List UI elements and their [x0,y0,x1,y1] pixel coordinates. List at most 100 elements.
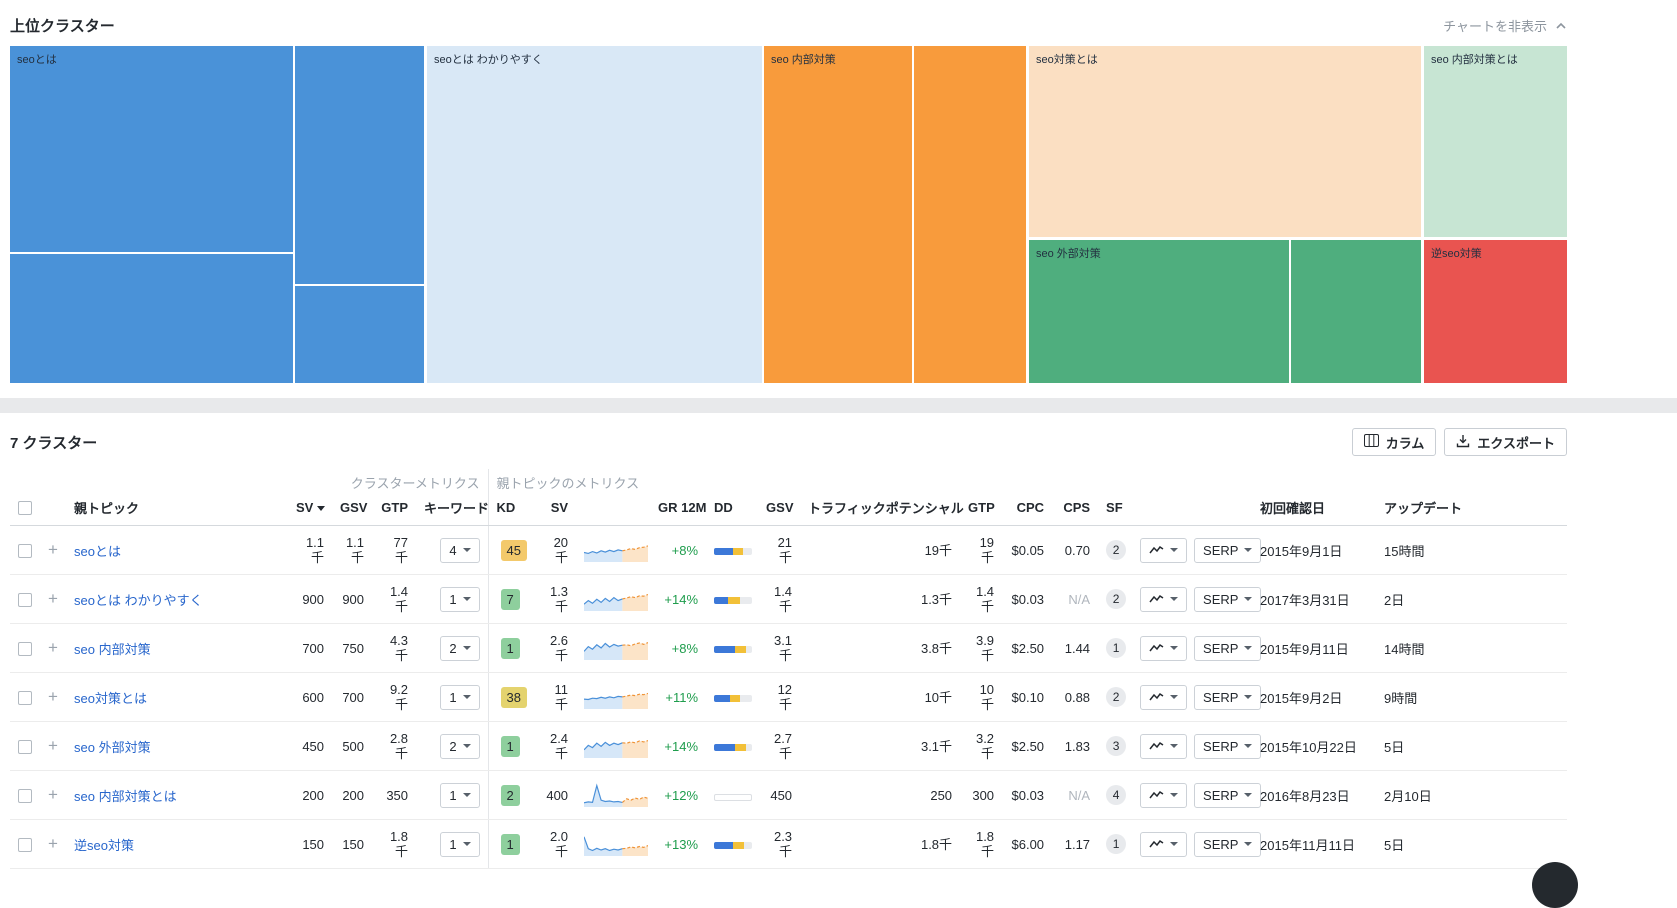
table-row: + seo 内部対策 700 750 4.3 千 2 1 2.6 千 +8% 3… [10,623,1567,673]
column-header-first-seen[interactable]: 初回確認日 [1252,494,1377,526]
columns-button[interactable]: カラム [1351,428,1437,456]
row-checkbox[interactable] [18,788,32,803]
serp-dropdown[interactable]: SERP [1194,586,1262,612]
column-header-kd[interactable]: KD [487,494,537,526]
caret-down-icon [1170,548,1179,552]
dd-bar [714,547,753,555]
treemap-block[interactable]: seo対策とは [1029,46,1421,237]
serp-dropdown[interactable]: SERP [1194,782,1262,808]
trend-chart-dropdown[interactable] [1140,537,1188,563]
column-header-keywords[interactable]: キーワード [416,494,489,526]
trend-chart-dropdown[interactable] [1140,733,1188,759]
column-header-sf[interactable]: SF [1098,494,1133,526]
dd-bar [714,645,753,653]
top-bar: 上位クラスター チャートを非表示 [10,0,1567,46]
trend-chart-dropdown[interactable] [1140,831,1188,857]
column-header-gtp[interactable]: GTP [372,494,417,526]
treemap-block[interactable]: 逆seo対策 [1424,240,1567,383]
serp-label: SERP [1203,738,1239,754]
column-header-topic[interactable]: 親トピック [66,494,289,526]
column-header-sv[interactable]: SV [288,494,333,526]
dd-bar-blue-segment [714,694,730,702]
serp-dropdown[interactable]: SERP [1194,684,1262,710]
parent-topic-link[interactable]: seo 外部対策 [74,739,151,755]
column-header-traffic-potential[interactable]: トラフィックポテンシャル [800,494,964,526]
treemap-block[interactable] [295,46,424,284]
column-header-updated[interactable]: アップデート [1376,494,1567,526]
dd-bar-yellow-segment [734,645,746,653]
serp-dropdown[interactable]: SERP [1194,635,1262,661]
column-header-gsv[interactable]: GSV [332,494,373,526]
treemap-block[interactable] [10,254,293,383]
topic-gtp-cell: 10 千 [960,672,1003,722]
row-checkbox[interactable] [18,837,32,852]
keywords-dropdown[interactable]: 2 [440,635,480,661]
serp-dropdown[interactable]: SERP [1194,831,1262,857]
trend-chart-dropdown[interactable] [1140,635,1188,661]
add-to-list-icon[interactable]: + [48,539,58,559]
keywords-dropdown[interactable]: 1 [440,586,480,612]
column-header-gtp2[interactable]: GTP [960,494,1003,526]
column-header-cps[interactable]: CPS [1052,494,1099,526]
column-header-gsv2[interactable]: GSV [758,494,801,526]
chat-widget-button[interactable] [1532,862,1578,908]
row-checkbox[interactable] [18,690,32,705]
keywords-dropdown[interactable]: 2 [440,733,480,759]
add-to-list-icon[interactable]: + [48,588,58,608]
add-to-list-icon[interactable]: + [48,833,58,853]
line-chart-icon [1149,690,1164,705]
cpc-cell: $0.03 [1002,574,1053,624]
treemap-block[interactable]: seoとは わかりやすく [427,46,762,383]
hide-chart-toggle[interactable]: チャートを非表示 [1443,16,1567,35]
caret-down-icon [462,793,471,797]
dd-bar-yellow-segment [733,841,745,849]
add-to-list-icon[interactable]: + [48,637,58,657]
topic-gtp-cell: 1.4 千 [960,574,1003,624]
column-header-gr12m[interactable]: GR 12M [650,494,706,526]
treemap-block[interactable] [295,286,424,383]
serp-label: SERP [1203,689,1239,705]
trend-chart-dropdown[interactable] [1140,586,1188,612]
keywords-dropdown[interactable]: 1 [440,684,480,710]
group-header-cluster-metrics: クラスターメトリクス [350,476,480,491]
row-checkbox[interactable] [18,543,32,558]
treemap-block[interactable] [1291,240,1421,383]
row-checkbox[interactable] [18,641,32,656]
column-header-sv2[interactable]: SV [536,494,577,526]
parent-topic-link[interactable]: seo 内部対策とは [74,788,177,804]
treemap-block[interactable] [914,46,1026,383]
trend-chart-dropdown[interactable] [1140,684,1188,710]
parent-topic-link[interactable]: 逆seo対策 [74,837,134,853]
caret-down-icon [1244,793,1253,797]
treemap-block[interactable]: seo 内部対策とは [1424,46,1567,237]
sort-desc-icon [317,506,326,512]
parent-topic-link[interactable]: seoとは [74,543,121,559]
cluster-table-body: + seoとは 1.1 千 1.1 千 77 千 4 45 20 千 +8% 2… [10,525,1567,869]
treemap-block[interactable]: seo 外部対策 [1029,240,1289,383]
row-checkbox[interactable] [18,739,32,754]
treemap-block[interactable]: seo 内部対策 [764,46,912,383]
column-header-cpc[interactable]: CPC [1002,494,1053,526]
treemap-block[interactable]: seoとは [10,46,293,252]
trend-chart-dropdown[interactable] [1140,782,1188,808]
dd-bar-yellow-segment [728,596,740,604]
add-to-list-icon[interactable]: + [48,784,58,804]
serp-dropdown[interactable]: SERP [1194,733,1262,759]
export-button[interactable]: エクスポート [1444,428,1567,456]
serp-dropdown[interactable]: SERP [1194,537,1262,563]
column-header-trend [576,494,651,526]
row-checkbox[interactable] [18,592,32,607]
parent-topic-link[interactable]: seo対策とは [74,690,147,706]
parent-topic-link[interactable]: seoとは わかりやすく [74,592,203,608]
parent-topic-link[interactable]: seo 内部対策 [74,641,151,657]
column-header-dd[interactable]: DD [706,494,759,526]
add-to-list-icon[interactable]: + [48,735,58,755]
sf-badge: 2 [1106,687,1127,707]
first-seen-cell: 2016年8月23日 [1252,770,1377,820]
keywords-dropdown[interactable]: 1 [440,782,480,808]
keywords-dropdown[interactable]: 1 [440,831,480,857]
add-to-list-icon[interactable]: + [48,686,58,706]
select-all-checkbox[interactable] [18,501,32,516]
keywords-count: 2 [449,738,457,754]
keywords-dropdown[interactable]: 4 [440,537,480,563]
